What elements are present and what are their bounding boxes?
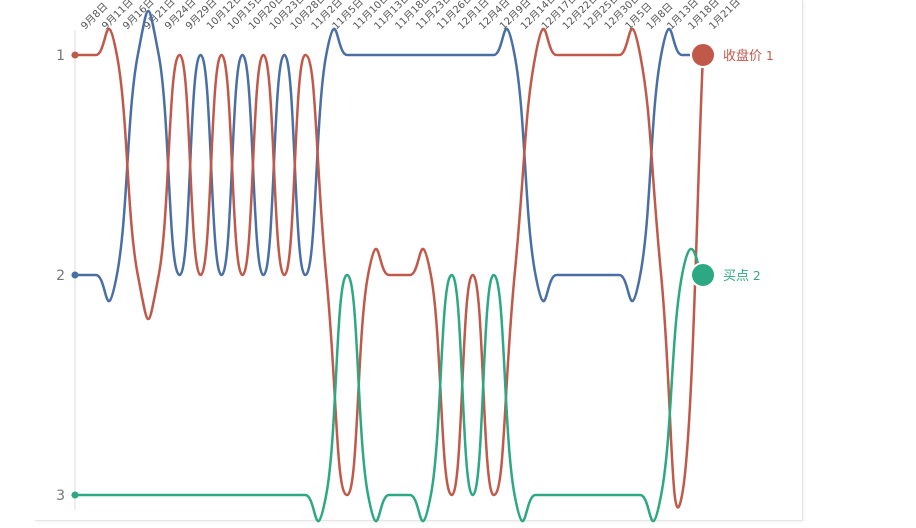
series-line [75,247,705,523]
end-value: 2 [753,269,761,283]
y-tick-label: 3 [56,488,65,504]
end-label: 买点 [723,269,749,284]
series-line [74,10,703,303]
end-dot [690,42,716,68]
start-dot [71,271,79,279]
series-line [75,27,705,509]
end-dot [690,262,716,288]
y-tick-label: 2 [56,268,65,284]
end-label: 收盘价 [723,48,762,64]
start-dot [71,51,79,59]
start-dot [71,491,79,499]
card [35,0,803,521]
y-tick-label: 1 [56,48,65,64]
end-value: 1 [766,49,774,63]
